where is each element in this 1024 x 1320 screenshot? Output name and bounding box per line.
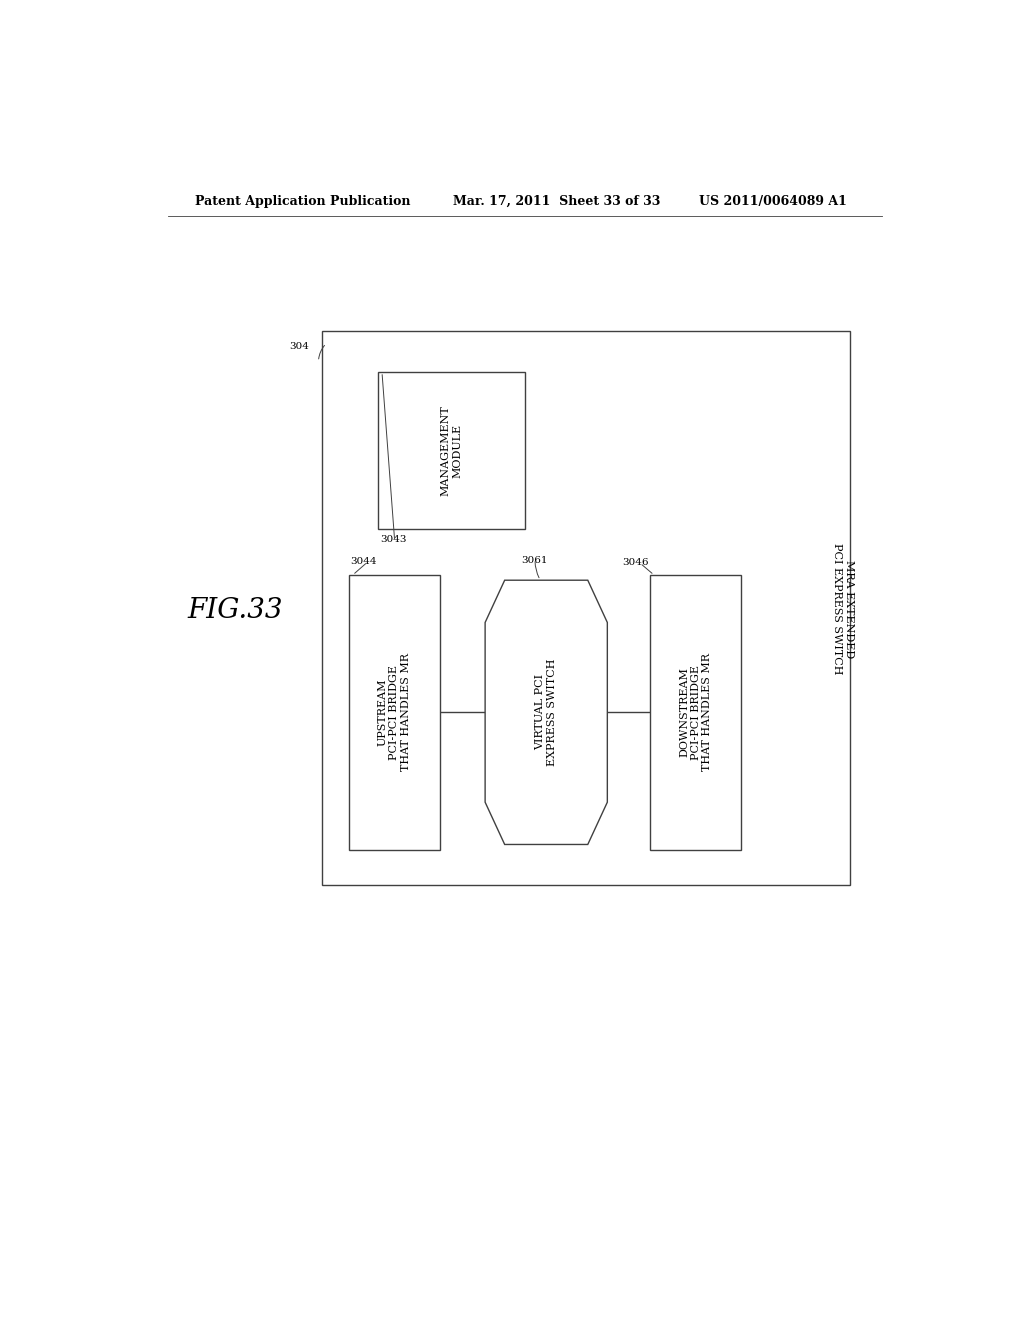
Polygon shape [485, 581, 607, 845]
Bar [650, 576, 741, 850]
Text: DOWNSTREAM
PCI-PCI BRIDGE
THAT HANDLES MR: DOWNSTREAM PCI-PCI BRIDGE THAT HANDLES M… [679, 653, 713, 771]
Text: 3046: 3046 [623, 558, 649, 566]
Text: 3061: 3061 [521, 556, 548, 565]
Text: FIG.33: FIG.33 [187, 597, 283, 624]
Text: 304: 304 [289, 342, 309, 351]
Bar [348, 576, 440, 850]
Text: 3044: 3044 [350, 557, 377, 566]
Text: 3043: 3043 [380, 536, 407, 544]
Bar [378, 372, 525, 529]
Bar [323, 331, 850, 886]
Text: Mar. 17, 2011  Sheet 33 of 33: Mar. 17, 2011 Sheet 33 of 33 [454, 194, 660, 207]
Text: US 2011/0064089 A1: US 2011/0064089 A1 [699, 194, 847, 207]
Text: MANAGEMENT
MODULE: MANAGEMENT MODULE [440, 405, 462, 496]
Text: UPSTREAM
PCI-PCI BRIDGE
THAT HANDLES MR: UPSTREAM PCI-PCI BRIDGE THAT HANDLES MR [378, 653, 411, 771]
Text: VIRTUAL PCI
EXPRESS SWITCH: VIRTUAL PCI EXPRESS SWITCH [536, 659, 557, 766]
Text: Patent Application Publication: Patent Application Publication [196, 194, 411, 207]
Text: MRA EXTENDED
PCI EXPRESS SWITCH: MRA EXTENDED PCI EXPRESS SWITCH [833, 543, 854, 675]
